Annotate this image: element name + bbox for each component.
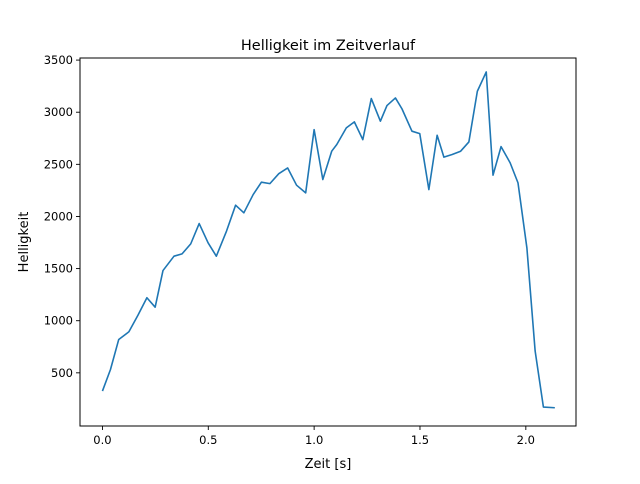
plot-area (102, 72, 554, 408)
y-tick-label: 3000 (44, 105, 73, 119)
chart-title: Helligkeit im Zeitverlauf (241, 38, 416, 54)
x-tick-label: 1.0 (305, 433, 323, 447)
x-axis-label: Zeit [s] (305, 457, 352, 472)
x-tick-label: 2.0 (517, 433, 535, 447)
series-line-0 (102, 72, 554, 408)
x-tick-label: 1.5 (411, 433, 429, 447)
y-tick-label: 3500 (44, 53, 73, 67)
y-tick-label: 500 (51, 366, 73, 380)
y-tick-label: 2500 (44, 157, 73, 171)
y-tick-label: 1000 (44, 314, 73, 328)
x-tick-label: 0.0 (93, 433, 111, 447)
y-axis: 500 1000 1500 2000 2500 3000 3500 (44, 53, 80, 380)
y-tick-label: 1500 (44, 262, 73, 276)
y-axis-label: Helligkeit (17, 212, 32, 273)
x-tick-label: 0.5 (199, 433, 217, 447)
axes-frame (80, 58, 576, 426)
x-axis: 0.0 0.5 1.0 1.5 2.0 (93, 426, 535, 447)
y-tick-label: 2000 (44, 209, 73, 223)
